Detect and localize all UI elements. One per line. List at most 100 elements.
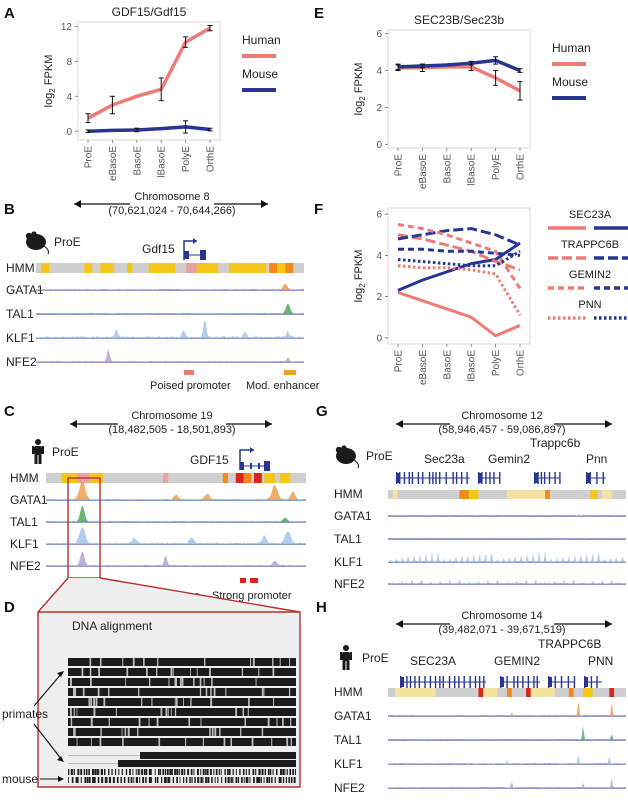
gene-exon <box>533 676 535 688</box>
gene-exon <box>414 676 416 688</box>
alignment-mouse-bar <box>221 777 223 783</box>
alignment-mouse-bar <box>258 769 261 775</box>
alignment-mismatch <box>72 688 75 696</box>
alignment-mismatch <box>193 678 195 686</box>
human-icon <box>32 439 44 464</box>
alignment-mouse-bar <box>161 777 163 783</box>
alignment-mismatch <box>98 668 101 676</box>
gene-exon <box>500 677 504 687</box>
alignment-mismatch <box>205 688 208 696</box>
y-axis-label: log2 FPKM <box>43 55 57 108</box>
alignment-mouse-bar <box>88 777 91 783</box>
alignment-mismatch <box>137 728 139 736</box>
hmm-segment <box>602 490 612 499</box>
alignment-mouse-bar <box>106 777 108 783</box>
alignment-mouse-bar <box>191 777 193 783</box>
alignment-mouse-bar <box>85 769 88 775</box>
c-gene-label: GDF15 <box>190 453 229 467</box>
x-tick-label: BasoE <box>442 350 453 380</box>
alignment-mouse-bar <box>245 777 248 783</box>
hmm-segment <box>41 263 50 273</box>
gene-exon <box>424 676 426 688</box>
alignment-mouse-bar <box>239 769 241 775</box>
alignment-mouse-bar <box>247 777 249 783</box>
series-line <box>397 58 521 73</box>
alignment-mismatch <box>99 738 102 746</box>
hmm-segment <box>222 473 228 483</box>
alignment-mouse-bar <box>68 777 69 783</box>
alignment-mouse-bar <box>285 777 288 783</box>
alignment-mouse-bar <box>154 769 156 775</box>
alignment-mouse-bar <box>292 769 294 775</box>
gene-exon <box>522 676 524 688</box>
panel-b: Chromosome 8 (70,621,024 - 70,644,266) P… <box>6 191 320 392</box>
hmm-segment <box>478 688 484 697</box>
alignment-mismatch <box>160 708 163 716</box>
alignment-mismatch <box>138 688 140 696</box>
dna-alignment-block <box>68 658 297 783</box>
panel-label-h: H <box>316 599 327 616</box>
g-gene-trappc6b: Trappc6b <box>530 436 581 450</box>
series-line <box>397 223 522 290</box>
alignment-row <box>68 658 296 666</box>
alignment-mouse-bar <box>269 769 272 775</box>
alignment-mouse-bar <box>135 769 137 775</box>
gene-exon <box>548 472 551 484</box>
gene-exon <box>499 472 501 484</box>
alignment-mouse-bar <box>237 777 240 783</box>
hmm-segment <box>269 263 278 273</box>
gene-exon <box>506 676 508 688</box>
alignment-mouse-bar <box>290 777 293 783</box>
alignment-mouse-bar <box>141 769 144 775</box>
gene-exon <box>422 472 424 484</box>
hmm-segment <box>235 473 244 483</box>
alignment-mismatch <box>97 688 100 696</box>
chart-a: 0 4 8 12 ProE eBasoE BasoE lBasoE PolyE OrthE log2… <box>43 5 281 181</box>
hmm-segment <box>609 688 615 697</box>
gene-exon <box>602 472 605 484</box>
alignment-mouse-bar <box>217 777 219 783</box>
alignment-mismatch <box>211 728 214 736</box>
alignment-mismatch <box>167 708 169 716</box>
track-signal <box>36 319 304 338</box>
alignment-mismatch <box>151 698 153 706</box>
alignment-mismatch <box>82 688 85 696</box>
b-anno-poised-promoter: Poised promoter <box>150 380 231 392</box>
alignment-mismatch <box>108 718 110 726</box>
x-tick-label: OrthE <box>206 146 217 172</box>
alignment-mouse-bar <box>227 769 229 775</box>
alignment-mouse-bar <box>169 769 172 775</box>
alignment-mismatch <box>132 658 134 666</box>
alignment-mismatch <box>108 688 110 696</box>
alignment-mouse-bar <box>92 769 94 775</box>
gene-exon <box>458 676 460 688</box>
alignment-mouse-bar <box>190 769 193 775</box>
alignment-mismatch <box>214 728 217 736</box>
y-tick-label: 4 <box>66 92 72 103</box>
alignment-mouse-bar <box>194 777 196 783</box>
alignment-mouse-bar <box>206 769 209 775</box>
g-track-tal1: TAL1 <box>334 532 362 546</box>
b-gene-label: Gdf15 <box>142 242 175 256</box>
hmm-segment <box>280 473 291 483</box>
alignment-mismatch <box>258 668 260 676</box>
alignment-mouse-bar <box>252 769 255 775</box>
gene-exon <box>537 472 539 484</box>
alignment-mismatch <box>244 718 247 726</box>
alignment-mouse-bar <box>169 777 171 783</box>
g-track-hmm: HMM <box>334 487 363 501</box>
alignment-mismatch <box>267 718 270 726</box>
h-track-klf1: KLF1 <box>334 757 363 771</box>
alignment-mouse-bar <box>121 769 123 775</box>
hmm-segment <box>468 490 479 499</box>
c-track-gata1: GATA1 <box>10 493 48 507</box>
alignment-mismatch <box>156 668 158 676</box>
alignment-mismatch <box>255 678 257 686</box>
alignment-mouse-bar <box>284 769 286 775</box>
alignment-mouse-bar <box>218 769 220 775</box>
hmm-segment <box>196 263 219 273</box>
alignment-mismatch <box>122 658 124 666</box>
alignment-mouse-bar <box>93 777 96 783</box>
plot-frame <box>77 21 221 141</box>
alignment-mouse-bar <box>172 777 175 783</box>
